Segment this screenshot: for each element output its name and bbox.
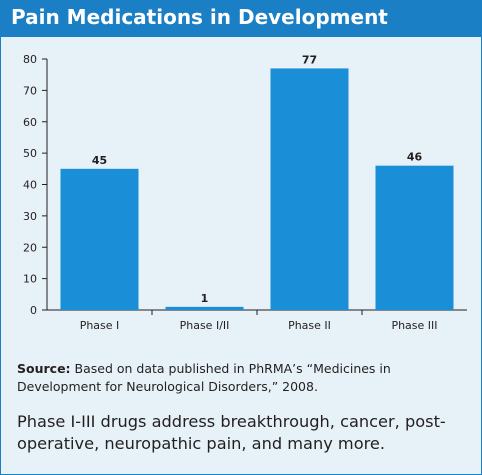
bar — [60, 168, 139, 310]
source-text: Based on data published in PhRMA’s “Medi… — [17, 361, 391, 394]
source-note: Source: Based on data published in PhRMA… — [17, 360, 467, 396]
bar-value-label: 46 — [407, 151, 423, 164]
source-label: Source: — [17, 361, 71, 376]
bar — [165, 306, 244, 310]
y-tick-label: 70 — [23, 84, 37, 97]
bar-chart: 0 10 20 30 40 50 60 70 80 45 Phase I 1 Phase I/II 77 P… — [23, 53, 467, 332]
category-label: Phase III — [391, 319, 437, 332]
y-tick-label: 10 — [23, 273, 37, 286]
y-tick-label: 20 — [23, 241, 37, 254]
y-tick-label: 80 — [23, 53, 37, 66]
caption: Phase I-III drugs address breakthrough, … — [17, 412, 446, 453]
chart-title: Pain Medications in Development — [11, 5, 388, 29]
y-tick-label: 40 — [23, 179, 37, 192]
y-tick-label: 0 — [30, 304, 37, 317]
bar — [375, 165, 454, 310]
category-label: Phase I/II — [180, 319, 230, 332]
category-label: Phase I — [80, 319, 120, 332]
y-tick-label: 60 — [23, 116, 37, 129]
bar-value-label: 77 — [302, 53, 317, 66]
bar — [270, 68, 349, 310]
category-label: Phase II — [288, 319, 331, 332]
bar-value-label: 45 — [92, 154, 107, 167]
bar-value-label: 1 — [201, 292, 209, 305]
title-bar: Pain Medications in Development — [1, 1, 481, 37]
y-tick-label: 50 — [23, 147, 37, 160]
y-tick-label: 30 — [23, 210, 37, 223]
